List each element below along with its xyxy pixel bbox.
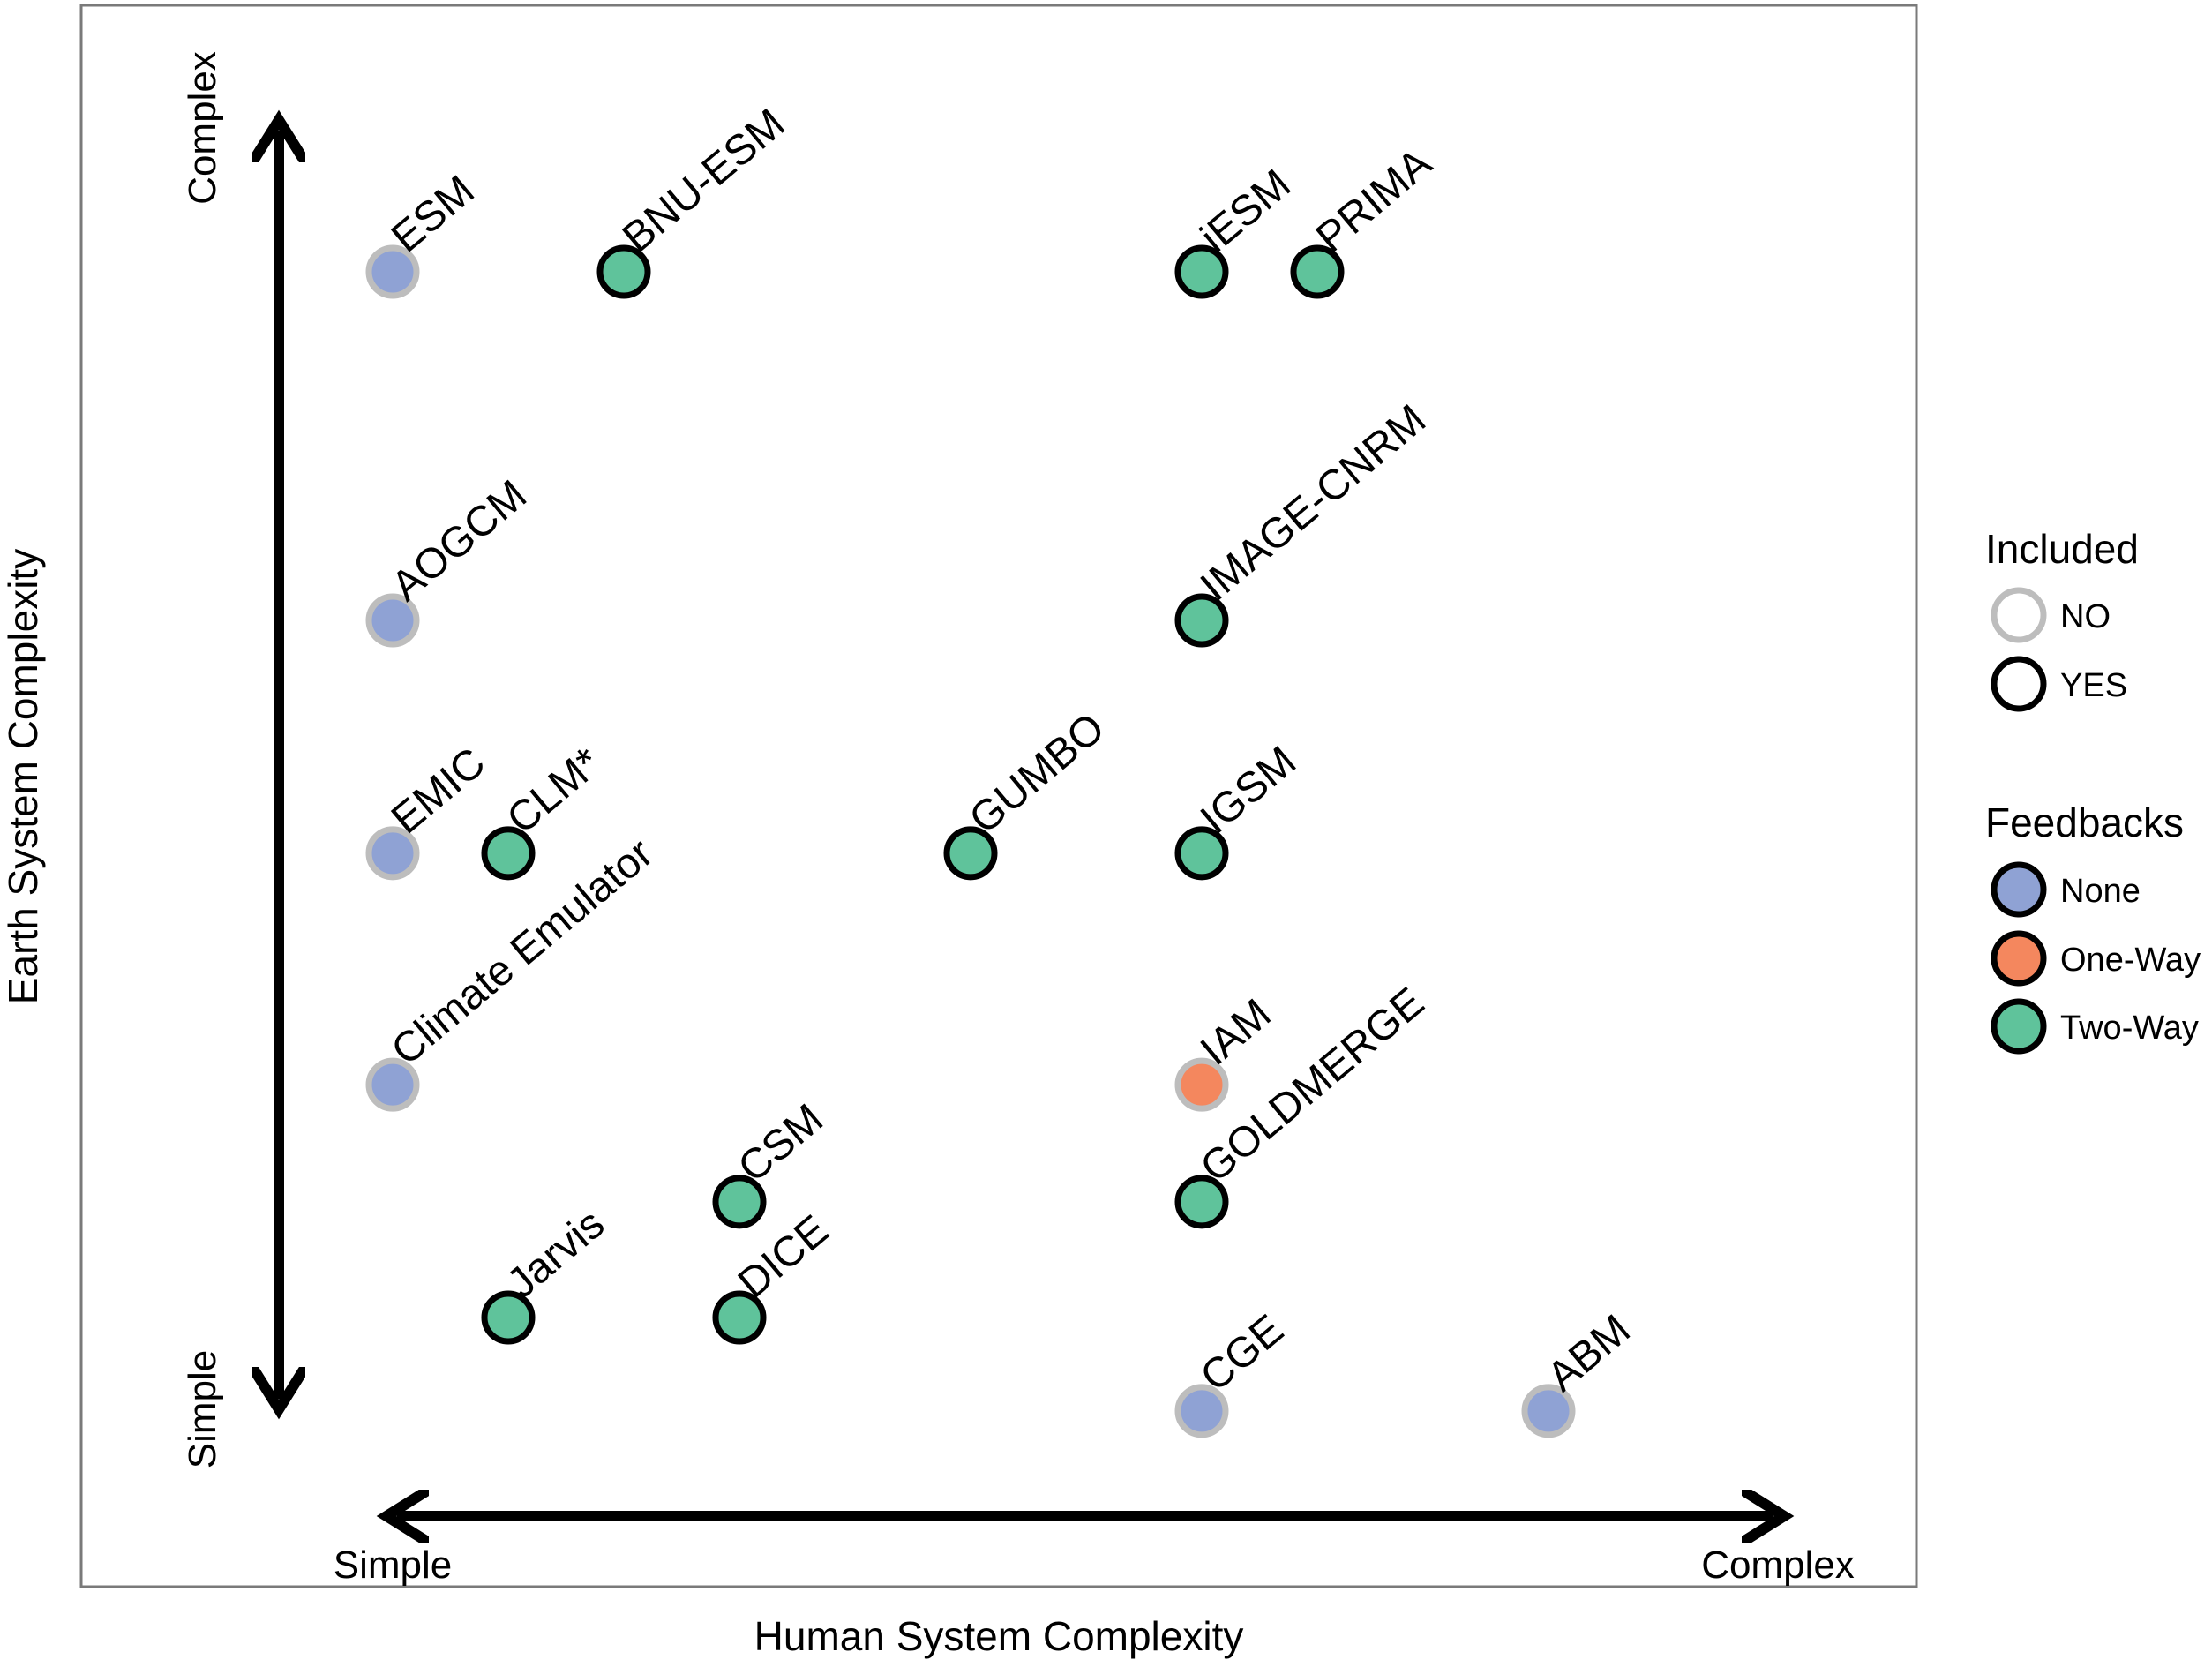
point-goldmerge: [1174, 1175, 1229, 1229]
x-axis-title: Human System Complexity: [754, 1613, 1244, 1659]
x-axis-min-label: Simple: [334, 1543, 453, 1587]
legend-feedback-twoway-label: Two-Way: [2060, 1010, 2199, 1047]
point-gumbo: [943, 826, 998, 881]
legend-included-title: Included: [1985, 526, 2139, 572]
legend-feedback-oneway-marker: [1991, 930, 2047, 987]
y-axis-title: Earth System Complexity: [0, 549, 46, 1004]
legend-feedback-none-marker: [1991, 861, 2047, 918]
legend-included-no-marker: [1991, 587, 2047, 643]
point-iam: [1174, 1057, 1229, 1112]
point-emic: [365, 826, 420, 881]
legend-feedback-none-label: None: [2060, 873, 2141, 910]
legend-feedback-oneway-label: One-Way: [2060, 942, 2201, 979]
point-jarvis: [481, 1290, 536, 1345]
x-axis-max-label: Complex: [1701, 1543, 1855, 1587]
point-aogcm: [365, 593, 420, 648]
point-dice: [712, 1290, 767, 1345]
legend-included-yes-marker: [1991, 656, 2047, 712]
legend-included-no-label: NO: [2060, 598, 2111, 635]
point-prima: [1290, 244, 1345, 299]
legend-feedback-twoway-marker: [1991, 998, 2047, 1055]
legend-included-yes-label: YES: [2060, 667, 2127, 704]
legend-feedbacks-title: Feedbacks: [1985, 800, 2184, 845]
point-igsm: [1174, 826, 1229, 881]
point-bnu-esm: [596, 244, 651, 299]
point-image-cnrm: [1174, 593, 1229, 648]
point-climate-emulator: [365, 1057, 420, 1112]
y-axis-max-label: Complex: [181, 51, 224, 205]
point-esm: [365, 244, 420, 299]
point-clm: [481, 826, 536, 881]
legend: Included NO YES Feedbacks None One-Way T…: [1985, 526, 2201, 1055]
point-cge: [1174, 1384, 1229, 1438]
point-abm: [1521, 1384, 1576, 1438]
point-csm: [712, 1175, 767, 1229]
point-iesm: [1174, 244, 1229, 299]
y-axis-min-label: Simple: [181, 1350, 224, 1469]
